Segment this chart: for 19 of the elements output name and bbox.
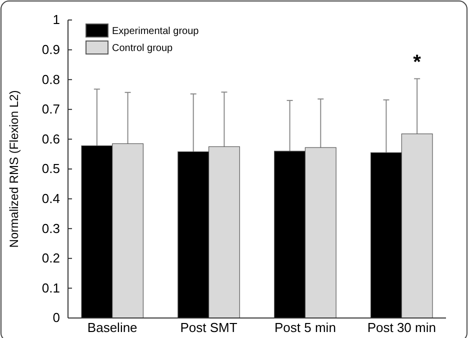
x-tick-label: Post 5 min xyxy=(274,320,336,336)
legend-label: Control group xyxy=(112,43,174,54)
y-tick-label: 0.7 xyxy=(42,102,60,117)
y-tick-label: 0 xyxy=(52,310,60,326)
x-tick-label: Baseline xyxy=(87,320,138,336)
y-tick-label: 0.1 xyxy=(42,280,60,296)
legend-label: Experimental group xyxy=(112,26,200,37)
x-tick-label: Post SMT xyxy=(180,320,238,336)
x-tick-label: Post 30 min xyxy=(367,320,436,336)
y-tick-label: 0.8 xyxy=(42,72,60,87)
y-tick-label: 0.5 xyxy=(42,161,60,176)
y-tick-label: 0.4 xyxy=(42,190,60,206)
annotation: * xyxy=(413,52,422,74)
y-tick-label: 0.6 xyxy=(42,131,60,146)
y-tick-label: 1 xyxy=(52,12,60,28)
y-tick-label: 0.2 xyxy=(42,250,60,266)
y-axis-title: Normalized RMS (Flexion L2) xyxy=(7,90,21,248)
y-tick-label: 0.3 xyxy=(42,220,60,236)
y-tick-label: 0.9 xyxy=(42,42,60,57)
